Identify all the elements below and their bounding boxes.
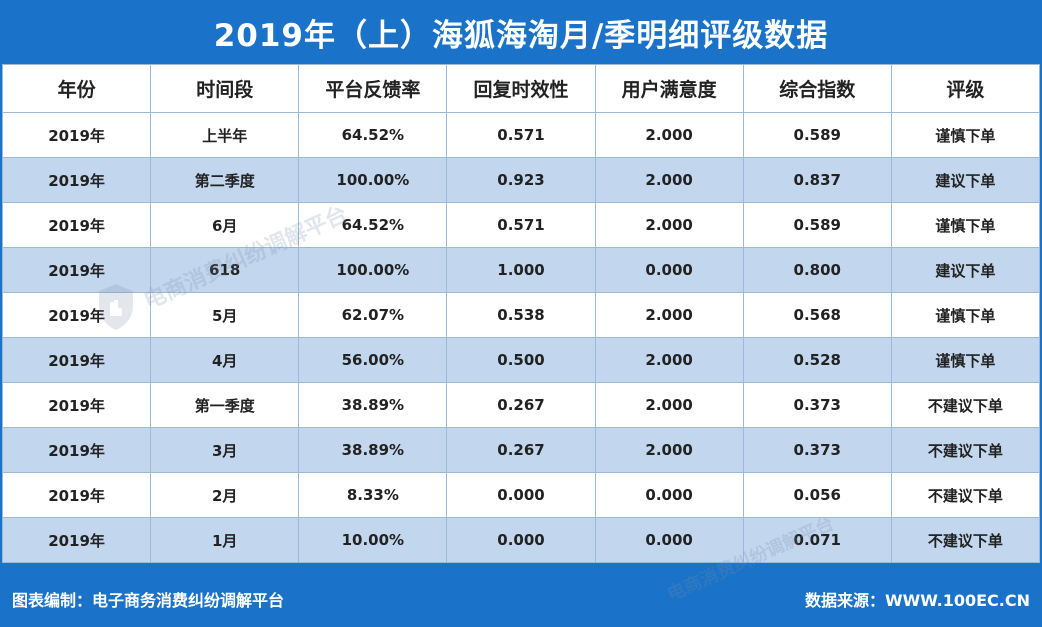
table-row: 2019年 2月 8.33% 0.000 0.000 0.056 不建议下单 [1,472,1041,518]
cell-feedback-rate: 10.00% [298,517,448,563]
cell-composite-index: 0.800 [742,247,892,293]
cell-year: 2019年 [1,337,152,383]
cell-response-timeliness: 0.267 [446,382,596,428]
cell-period: 5月 [150,292,300,338]
cell-composite-index: 0.373 [742,382,892,428]
cell-response-timeliness: 0.571 [446,112,596,158]
cell-feedback-rate: 38.89% [298,382,448,428]
cell-user-satisfaction: 2.000 [594,292,744,338]
cell-response-timeliness: 0.000 [446,472,596,518]
cell-feedback-rate: 64.52% [298,202,448,248]
cell-response-timeliness: 0.000 [446,517,596,563]
table-row: 2019年 1月 10.00% 0.000 0.000 0.071 不建议下单 [1,517,1041,563]
cell-composite-index: 0.056 [742,472,892,518]
cell-feedback-rate: 56.00% [298,337,448,383]
cell-period: 618 [150,247,300,293]
table-row: 2019年 3月 38.89% 0.267 2.000 0.373 不建议下单 [1,427,1041,473]
cell-rating: 谨慎下单 [890,112,1041,158]
column-header-user-satisfaction: 用户满意度 [594,64,744,113]
cell-period: 6月 [150,202,300,248]
cell-user-satisfaction: 0.000 [594,517,744,563]
page-title: 2019年（上）海狐海淘月/季明细评级数据 [213,17,829,54]
column-header-year: 年份 [1,64,152,113]
cell-rating: 不建议下单 [890,382,1041,428]
cell-feedback-rate: 8.33% [298,472,448,518]
cell-rating: 建议下单 [890,247,1041,293]
column-header-period: 时间段 [150,64,300,113]
cell-feedback-rate: 100.00% [298,247,448,293]
cell-user-satisfaction: 2.000 [594,427,744,473]
cell-composite-index: 0.837 [742,157,892,203]
cell-feedback-rate: 38.89% [298,427,448,473]
cell-user-satisfaction: 0.000 [594,247,744,293]
cell-composite-index: 0.568 [742,292,892,338]
cell-response-timeliness: 1.000 [446,247,596,293]
cell-year: 2019年 [1,427,152,473]
cell-response-timeliness: 0.571 [446,202,596,248]
table-body: 2019年 上半年 64.52% 0.571 2.000 0.589 谨慎下单 2019年 第二… [1,112,1041,563]
column-header-feedback-rate: 平台反馈率 [298,64,448,113]
table-row: 2019年 上半年 64.52% 0.571 2.000 0.589 谨慎下单 [1,112,1041,158]
cell-year: 2019年 [1,382,152,428]
column-header-composite-index: 综合指数 [742,64,892,113]
cell-year: 2019年 [1,292,152,338]
cell-user-satisfaction: 2.000 [594,202,744,248]
cell-rating: 谨慎下单 [890,202,1041,248]
column-header-response-timeliness: 回复时效性 [446,64,596,113]
cell-period: 4月 [150,337,300,383]
cell-feedback-rate: 100.00% [298,157,448,203]
cell-period: 第二季度 [150,157,300,203]
cell-period: 2月 [150,472,300,518]
cell-composite-index: 0.528 [742,337,892,383]
cell-period: 3月 [150,427,300,473]
cell-year: 2019年 [1,472,152,518]
rating-table: 年份 时间段 平台反馈率 回复时效性 用户满意度 综合指数 评级 2019年 上半… [1,64,1041,563]
cell-year: 2019年 [1,157,152,203]
table-row: 2019年 618 100.00% 1.000 0.000 0.800 建议下单 [1,247,1041,293]
cell-response-timeliness: 0.500 [446,337,596,383]
cell-response-timeliness: 0.538 [446,292,596,338]
footer-compiler: 图表编制：电子商务消费纠纷调解平台 [12,591,285,610]
cell-rating: 不建议下单 [890,472,1041,518]
table-row: 2019年 6月 64.52% 0.571 2.000 0.589 谨慎下单 [1,202,1041,248]
column-header-rating: 评级 [890,64,1041,113]
cell-period: 第一季度 [150,382,300,428]
cell-user-satisfaction: 2.000 [594,112,744,158]
cell-user-satisfaction: 2.000 [594,382,744,428]
footer-source: 数据来源：WWW.100EC.CN [804,591,1030,610]
cell-composite-index: 0.373 [742,427,892,473]
cell-composite-index: 0.589 [742,112,892,158]
cell-year: 2019年 [1,517,152,563]
table-row: 2019年 5月 62.07% 0.538 2.000 0.568 谨慎下单 [1,292,1041,338]
cell-rating: 不建议下单 [890,427,1041,473]
table-row: 2019年 4月 56.00% 0.500 2.000 0.528 谨慎下单 [1,337,1041,383]
cell-year: 2019年 [1,112,152,158]
cell-rating: 谨慎下单 [890,292,1041,338]
table-row: 2019年 第一季度 38.89% 0.267 2.000 0.373 不建议下单 [1,382,1041,428]
cell-user-satisfaction: 2.000 [594,337,744,383]
cell-response-timeliness: 0.267 [446,427,596,473]
cell-period: 上半年 [150,112,300,158]
cell-rating: 不建议下单 [890,517,1041,563]
cell-user-satisfaction: 0.000 [594,472,744,518]
cell-feedback-rate: 62.07% [298,292,448,338]
cell-year: 2019年 [1,202,152,248]
cell-period: 1月 [150,517,300,563]
cell-composite-index: 0.589 [742,202,892,248]
cell-user-satisfaction: 2.000 [594,157,744,203]
cell-response-timeliness: 0.923 [446,157,596,203]
cell-rating: 建议下单 [890,157,1041,203]
table-header-row: 年份 时间段 平台反馈率 回复时效性 用户满意度 综合指数 评级 [1,64,1041,113]
cell-composite-index: 0.071 [742,517,892,563]
cell-rating: 谨慎下单 [890,337,1041,383]
footer-bar: 图表编制：电子商务消费纠纷调解平台 数据来源：WWW.100EC.CN [0,571,1042,627]
table-row: 2019年 第二季度 100.00% 0.923 2.000 0.837 建议下单 [1,157,1041,203]
cell-feedback-rate: 64.52% [298,112,448,158]
cell-year: 2019年 [1,247,152,293]
